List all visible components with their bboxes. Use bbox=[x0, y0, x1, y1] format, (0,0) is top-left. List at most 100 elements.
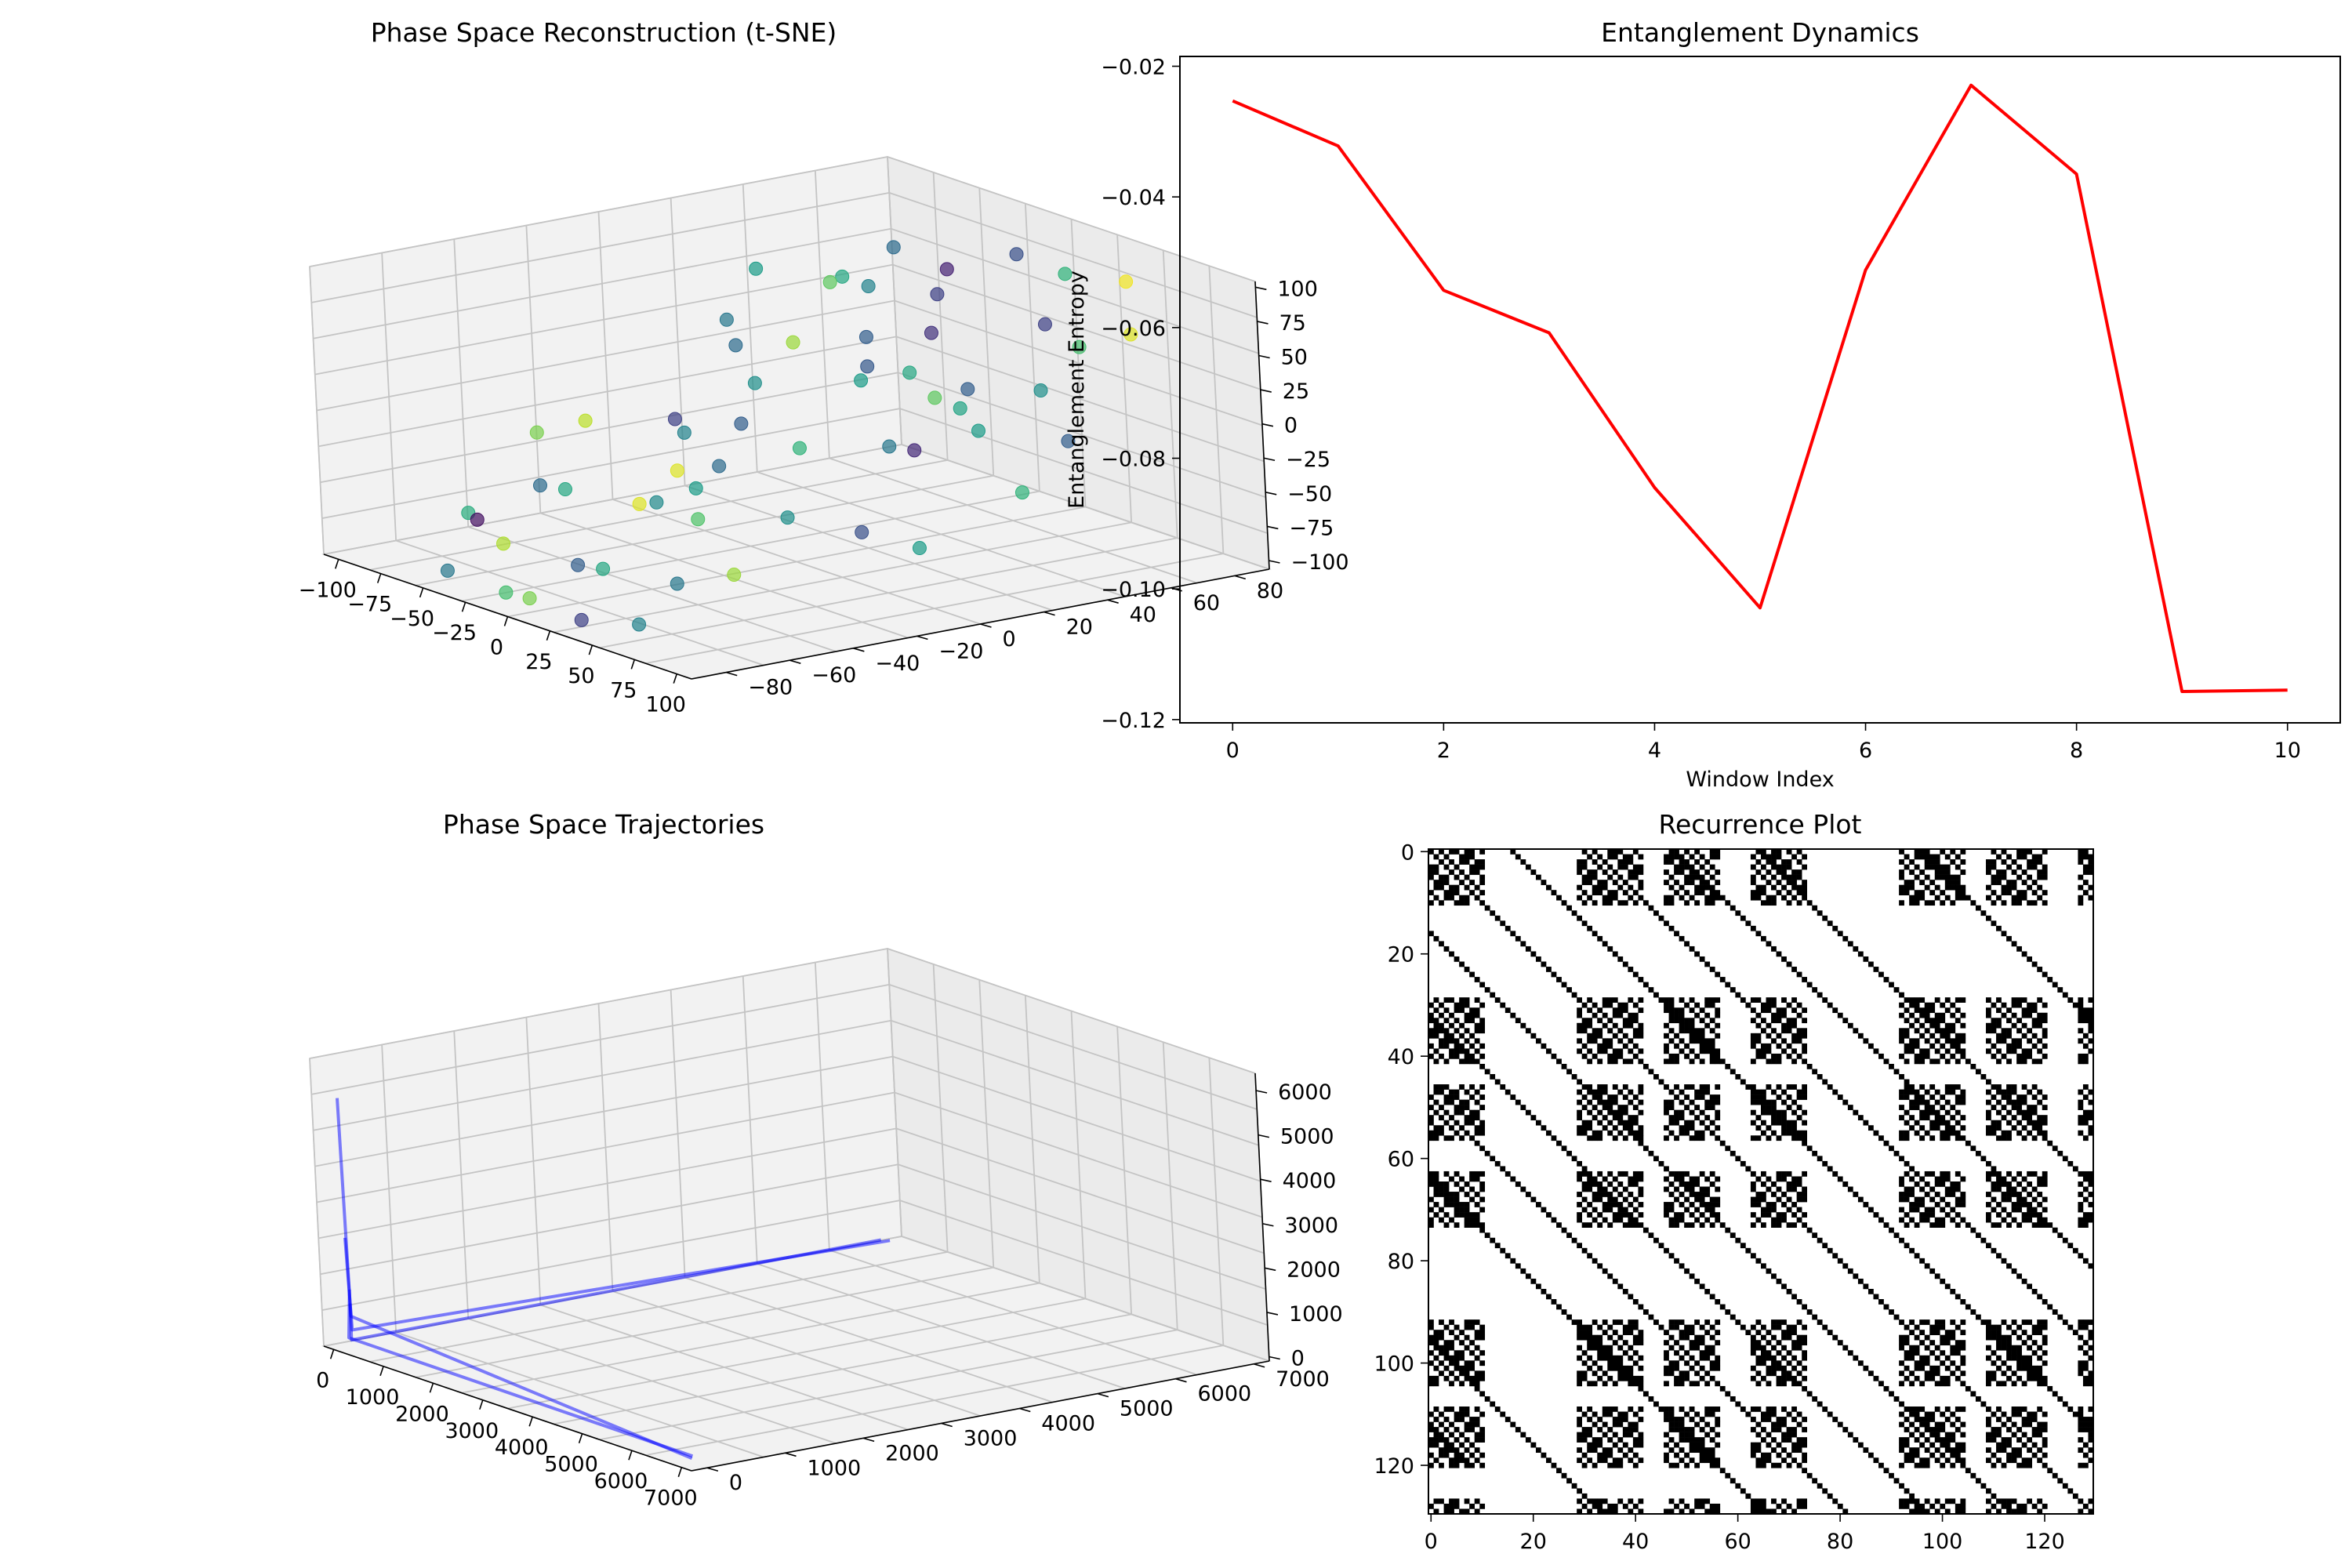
recurrence-cell bbox=[2088, 864, 2094, 870]
recurrence-cell bbox=[1668, 1411, 1675, 1417]
recurrence-cell bbox=[1449, 1125, 1454, 1131]
recurrence-cell bbox=[1694, 1033, 1700, 1039]
recurrence-cell bbox=[1484, 1069, 1490, 1075]
recurrence-cell bbox=[2031, 1002, 2038, 1008]
trajectory-gridline bbox=[1116, 1026, 1133, 1315]
recurrence-cell bbox=[1439, 1421, 1444, 1428]
recurrence-cell bbox=[1761, 1503, 1766, 1509]
recurrence-cell bbox=[1709, 1207, 1715, 1213]
recurrence-cell bbox=[1924, 1002, 1930, 1008]
recurrence-cell bbox=[1449, 1381, 1454, 1387]
recurrence-cell bbox=[1638, 977, 1644, 982]
recurrence-cell bbox=[1919, 869, 1926, 875]
entanglement-y-tick-label: −0.08 bbox=[1101, 448, 1166, 472]
recurrence-cell bbox=[2001, 1176, 2007, 1182]
recurrence-cell bbox=[1771, 1406, 1777, 1412]
recurrence-cell bbox=[1449, 1038, 1454, 1044]
recurrence-cell bbox=[1454, 1053, 1460, 1059]
recurrence-cell bbox=[2042, 1437, 2048, 1443]
recurrence-cell bbox=[2078, 1120, 2084, 1126]
recurrence-cell bbox=[1899, 1028, 1904, 1034]
tsne-point bbox=[522, 591, 537, 606]
recurrence-cell bbox=[1771, 1053, 1777, 1059]
recurrence-cell bbox=[1464, 854, 1470, 860]
recurrence-cell bbox=[1638, 1365, 1644, 1371]
recurrence-cell bbox=[1991, 1370, 1997, 1377]
recurrence-cell bbox=[1832, 1498, 1838, 1504]
tsne-point bbox=[786, 335, 800, 350]
tsne-x-tick-label: 75 bbox=[610, 678, 637, 702]
recurrence-cell bbox=[1812, 905, 1818, 911]
recurrence-cell bbox=[1924, 884, 1930, 891]
recurrence-cell bbox=[1776, 951, 1782, 957]
recurrence-cell bbox=[1996, 1171, 2002, 1177]
recurrence-cell bbox=[1474, 997, 1480, 1003]
recurrence-cell bbox=[1454, 1105, 1460, 1110]
recurrence-cell bbox=[2016, 1345, 2022, 1351]
recurrence-cell bbox=[1873, 967, 1879, 972]
recurrence-cell bbox=[1715, 1217, 1721, 1223]
recurrence-cell bbox=[1454, 1089, 1460, 1095]
recurrence-cell bbox=[1648, 1396, 1654, 1402]
recurrence-cell bbox=[1889, 1227, 1894, 1233]
recurrence-cell bbox=[1638, 1498, 1644, 1504]
recurrence-cell bbox=[2042, 1217, 2048, 1223]
recurrence-cell bbox=[1490, 910, 1496, 916]
recurrence-cell bbox=[1454, 1094, 1460, 1100]
recurrence-cell bbox=[2021, 869, 2027, 875]
recurrence-cell bbox=[1837, 1012, 1843, 1018]
recurrence-cell bbox=[1781, 1375, 1787, 1381]
recurrence-cell bbox=[2006, 1192, 2012, 1197]
recurrence-cell bbox=[1597, 1186, 1603, 1192]
recurrence-cell bbox=[1474, 1130, 1480, 1136]
recurrence-cell bbox=[1776, 849, 1782, 855]
recurrence-cell bbox=[2016, 864, 2022, 870]
recurrence-cell bbox=[1668, 1334, 1675, 1341]
recurrence-cell bbox=[1449, 1421, 1454, 1428]
recurrence-cell bbox=[1771, 1462, 1777, 1468]
recurrence-cell bbox=[2011, 1022, 2017, 1029]
recurrence-cell bbox=[1909, 869, 1915, 875]
recurrence-cell bbox=[1704, 1089, 1711, 1095]
recurrence-cell bbox=[1940, 1324, 1946, 1330]
recurrence-cell bbox=[1940, 1176, 1946, 1182]
recurrence-cell bbox=[1715, 895, 1721, 901]
recurrence-cell bbox=[1443, 1375, 1450, 1381]
recurrence-cell bbox=[1474, 1370, 1480, 1377]
recurrence-cell bbox=[1996, 1406, 2002, 1412]
recurrence-cell bbox=[1632, 1452, 1639, 1458]
recurrence-cell bbox=[1786, 1196, 1792, 1203]
recurrence-cell bbox=[1479, 1334, 1486, 1341]
recurrence-cell bbox=[1827, 1330, 1833, 1335]
recurrence-cell bbox=[1934, 1028, 1940, 1034]
recurrence-y-tick-label: 20 bbox=[1388, 943, 1414, 967]
recurrence-cell bbox=[2001, 1033, 2007, 1039]
recurrence-cell bbox=[2021, 890, 2027, 895]
recurrence-cell bbox=[1617, 1283, 1624, 1290]
entanglement-y-tick-label: −0.04 bbox=[1101, 186, 1166, 210]
recurrence-cell bbox=[1761, 1263, 1766, 1269]
recurrence-cell bbox=[1684, 1043, 1690, 1049]
recurrence-cell bbox=[1484, 1150, 1490, 1156]
recurrence-cell bbox=[1674, 1217, 1679, 1223]
recurrence-cell bbox=[1454, 1503, 1460, 1509]
recurrence-cell bbox=[1638, 1192, 1644, 1197]
recurrence-cell bbox=[1469, 1442, 1475, 1448]
recurrence-cell bbox=[1761, 1043, 1766, 1049]
recurrence-cell bbox=[2072, 1166, 2078, 1172]
recurrence-cell bbox=[1469, 1503, 1475, 1509]
recurrence-cell bbox=[1766, 1058, 1772, 1065]
recurrence-cell bbox=[1960, 890, 1966, 895]
recurrence-cell bbox=[1940, 864, 1946, 870]
recurrence-cell bbox=[1735, 1237, 1741, 1243]
recurrence-cell bbox=[1581, 1432, 1588, 1438]
recurrence-cell bbox=[2011, 895, 2017, 901]
recurrence-cell bbox=[1924, 1207, 1930, 1213]
recurrence-cell bbox=[1940, 1053, 1946, 1059]
recurrence-cell bbox=[2027, 1207, 2033, 1213]
recurrence-cell bbox=[2088, 884, 2094, 891]
recurrence-cell bbox=[1924, 1447, 1930, 1454]
recurrence-cell bbox=[1428, 1452, 1434, 1458]
recurrence-cell bbox=[1689, 1007, 1695, 1014]
recurrence-cell bbox=[1771, 1273, 1777, 1279]
